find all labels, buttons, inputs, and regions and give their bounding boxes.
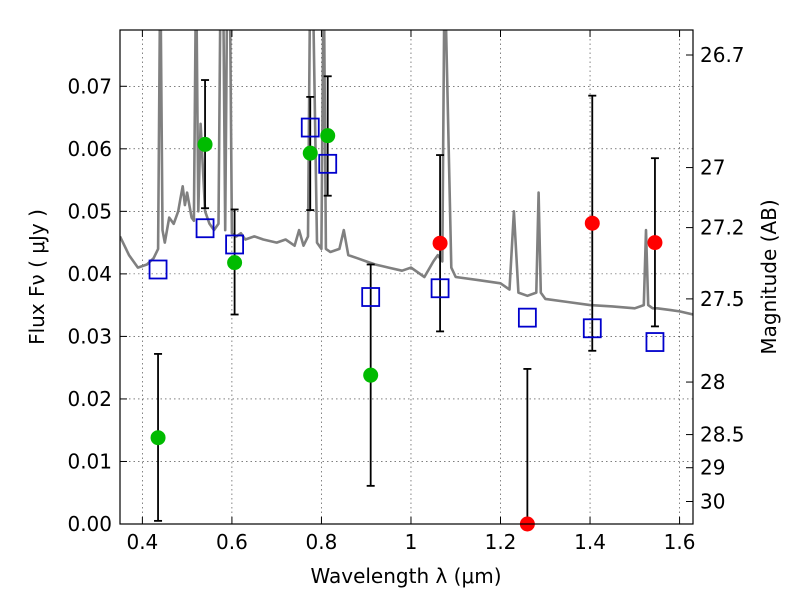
x-tick-label: 1 bbox=[405, 530, 418, 554]
x-tick-label: 0.6 bbox=[216, 530, 248, 554]
y-tick-label: 0.04 bbox=[67, 262, 112, 286]
y-tick-label: 0.01 bbox=[67, 449, 112, 473]
x-axis-label: Wavelength λ (μm) bbox=[310, 564, 501, 588]
right-tick-label: 28 bbox=[700, 370, 725, 394]
y-tick-label: 0.00 bbox=[67, 512, 112, 536]
y-tick-label: 0.06 bbox=[67, 137, 112, 161]
x-tick-label: 1.2 bbox=[485, 530, 517, 554]
model-spectrum bbox=[120, 30, 693, 316]
model-point bbox=[148, 259, 168, 280]
model-point bbox=[645, 332, 665, 352]
data-point bbox=[197, 136, 213, 152]
data-point bbox=[302, 145, 318, 161]
data-point bbox=[150, 430, 166, 446]
right-tick-label: 26.7 bbox=[700, 43, 745, 67]
model-point bbox=[430, 278, 450, 299]
model-point bbox=[318, 153, 338, 174]
right-axis-label: Magnitude (AB) bbox=[757, 199, 781, 354]
model-point bbox=[517, 307, 537, 328]
data-point bbox=[320, 128, 336, 144]
plot-frame bbox=[119, 29, 694, 525]
right-tick-label: 28.5 bbox=[700, 423, 745, 447]
right-tick-label: 29 bbox=[700, 456, 725, 480]
right-tick-label: 27.2 bbox=[700, 216, 745, 240]
right-tick-label: 27 bbox=[700, 156, 725, 180]
data-point bbox=[647, 235, 663, 251]
model-point bbox=[195, 218, 215, 239]
data-point bbox=[363, 367, 379, 383]
y-axis-label: Flux Fν ( μJy ) bbox=[25, 209, 49, 345]
right-tick-label: 27.5 bbox=[700, 287, 745, 311]
x-tick-label: 1.6 bbox=[664, 530, 696, 554]
model-point bbox=[300, 117, 320, 138]
x-tick-label: 0.4 bbox=[126, 530, 158, 554]
data-point bbox=[227, 255, 243, 271]
x-tick-label: 1.4 bbox=[574, 530, 606, 554]
y-tick-label: 0.03 bbox=[67, 324, 112, 348]
y-tick-label: 0.05 bbox=[67, 199, 112, 223]
axis-ticks: 0.4 0.6 0.8 1 1.2 1.4 1.6 0.00 0.01 0.02 0.03 0.04 0… bbox=[67, 30, 745, 554]
data-point bbox=[432, 235, 448, 251]
error-bars bbox=[154, 75, 659, 525]
model-point bbox=[361, 287, 381, 307]
model-point bbox=[582, 318, 602, 339]
y-tick-label: 0.07 bbox=[67, 74, 112, 98]
y-tick-label: 0.02 bbox=[67, 387, 112, 411]
data-markers bbox=[148, 117, 665, 532]
spectrum-line bbox=[120, 30, 693, 316]
x-tick-label: 0.8 bbox=[306, 530, 338, 554]
model-point bbox=[225, 234, 245, 255]
right-tick-label: 30 bbox=[700, 489, 725, 513]
data-point bbox=[584, 215, 600, 231]
